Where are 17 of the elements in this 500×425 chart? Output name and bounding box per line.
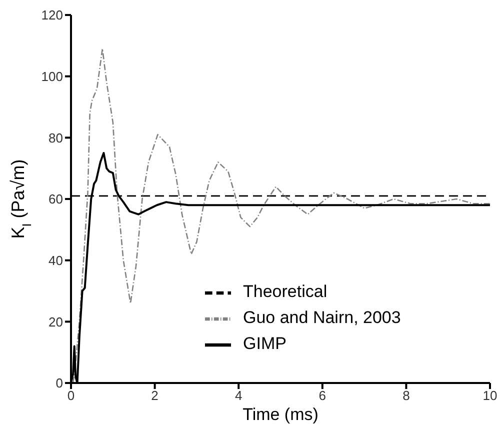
x-tick-label: 2 [151, 388, 158, 404]
legend-label: Theoretical [243, 282, 328, 302]
y-tick-label: 100 [41, 68, 63, 84]
x-tick-label: 6 [318, 388, 326, 404]
x-tick-label: 8 [402, 388, 410, 404]
y-tick-label: 40 [48, 252, 63, 268]
x-tick-label: 4 [234, 388, 242, 404]
y-tick-label: 0 [56, 376, 63, 391]
legend-label: Guo and Nairn, 2003 [243, 308, 401, 328]
legend-label: GIMP [243, 334, 286, 354]
y-tick-label: 120 [41, 8, 63, 23]
y-tick-label: 80 [48, 130, 63, 146]
x-axis-title: Time (ms) [242, 405, 318, 424]
x-tick-label: 0 [67, 388, 75, 404]
y-tick-label: 20 [48, 314, 63, 330]
y-tick-label: 60 [48, 192, 63, 207]
x-tick-label: 10 [482, 388, 498, 404]
